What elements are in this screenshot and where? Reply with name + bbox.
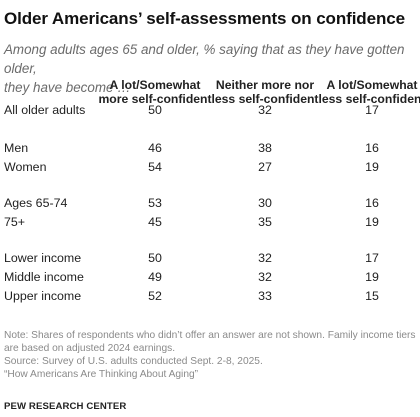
note-line: Note: Shares of respondents who didn’t o… bbox=[4, 330, 416, 341]
row-label: Men bbox=[4, 141, 29, 155]
table-cell: 16 bbox=[365, 196, 379, 210]
table-cell: 19 bbox=[365, 160, 379, 174]
table-cell: 50 bbox=[148, 251, 162, 265]
table-cell: 49 bbox=[148, 270, 162, 284]
table-cell: 33 bbox=[258, 289, 272, 303]
row-label: Ages 65-74 bbox=[4, 196, 68, 210]
report-title-line: “How Americans Are Thinking About Aging” bbox=[4, 369, 199, 380]
column-header-3: A lot/Somewhat less self-confident bbox=[317, 78, 420, 106]
table-cell: 32 bbox=[258, 251, 272, 265]
row-label: Upper income bbox=[4, 289, 82, 303]
table-cell: 50 bbox=[148, 103, 162, 117]
table-cell: 19 bbox=[365, 270, 379, 284]
column-header-2: Neither more nor less self-confident bbox=[205, 78, 325, 106]
column-header-1: A lot/Somewhat more self-confident bbox=[93, 78, 217, 106]
chart-notes: Note: Shares of respondents who didn’t o… bbox=[4, 329, 420, 381]
chart-subtitle: Among adults ages 65 and older, % saying… bbox=[4, 40, 414, 97]
column-header-line: more self-confident bbox=[98, 92, 212, 106]
table-cell: 30 bbox=[258, 196, 272, 210]
row-label: All older adults bbox=[4, 103, 86, 117]
table-cell: 32 bbox=[258, 103, 272, 117]
table-cell: 17 bbox=[365, 103, 379, 117]
table-cell: 17 bbox=[365, 251, 379, 265]
table-cell: 27 bbox=[258, 160, 272, 174]
table-cell: 52 bbox=[148, 289, 162, 303]
column-header-line: A lot/Somewhat bbox=[326, 78, 418, 92]
table-cell: 38 bbox=[258, 141, 272, 155]
row-label: Middle income bbox=[4, 270, 84, 284]
row-label: Women bbox=[4, 160, 47, 174]
column-header-line: less self-confident bbox=[211, 92, 319, 106]
table-cell: 46 bbox=[148, 141, 162, 155]
subtitle-line: Among adults ages 65 and older, % saying… bbox=[4, 42, 405, 76]
table-cell: 45 bbox=[148, 215, 162, 229]
row-label: Lower income bbox=[4, 251, 82, 265]
note-line: are based on adjusted 2024 earnings. bbox=[4, 343, 176, 354]
table-cell: 15 bbox=[365, 289, 379, 303]
column-header-line: A lot/Somewhat bbox=[109, 78, 201, 92]
column-header-line: Neither more nor bbox=[215, 78, 315, 92]
column-header-line: less self-confident bbox=[318, 92, 420, 106]
source-line: Source: Survey of U.S. adults conducted … bbox=[4, 356, 263, 367]
table-cell: 16 bbox=[365, 141, 379, 155]
table-cell: 35 bbox=[258, 215, 272, 229]
brand-logo-text: PEW RESEARCH CENTER bbox=[4, 401, 127, 412]
table-cell: 32 bbox=[258, 270, 272, 284]
table-cell: 54 bbox=[148, 160, 162, 174]
subtitle-line: they have become … bbox=[4, 80, 131, 95]
table-cell: 19 bbox=[365, 215, 379, 229]
chart-title: Older Americans’ self-assessments on con… bbox=[4, 9, 405, 28]
table-cell: 53 bbox=[148, 196, 162, 210]
row-label: 75+ bbox=[4, 215, 26, 229]
